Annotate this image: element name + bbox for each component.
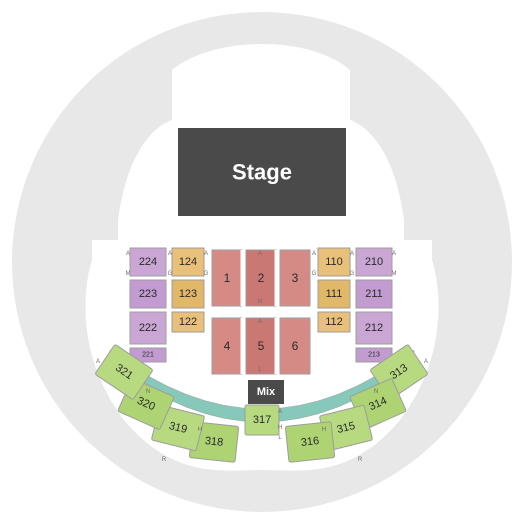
section-5[interactable]: 5	[246, 318, 276, 374]
section-123[interactable]: 123	[172, 280, 204, 308]
section-210[interactable]: 210	[356, 248, 392, 276]
section-317[interactable]: 317	[245, 405, 279, 435]
section-3[interactable]: 3	[280, 250, 310, 306]
section-316[interactable]: 316	[285, 422, 335, 463]
section-112[interactable]: 112	[318, 312, 350, 332]
section-224[interactable]: 224	[130, 248, 166, 276]
section-223[interactable]: 223	[130, 280, 166, 308]
section-222[interactable]: 222	[130, 312, 166, 344]
section-211[interactable]: 211	[356, 280, 392, 308]
section-1[interactable]: 1	[212, 250, 242, 306]
section-212[interactable]: 212	[356, 312, 392, 344]
mix-booth	[248, 380, 284, 404]
section-4[interactable]: 4	[212, 318, 242, 374]
aisle-h	[208, 308, 314, 316]
section-6[interactable]: 6	[280, 318, 310, 374]
seating-svg: Stage12345611011111212412312221021121221…	[0, 0, 525, 525]
stage	[178, 128, 346, 216]
section-111[interactable]: 111	[318, 280, 350, 308]
section-122[interactable]: 122	[172, 312, 204, 332]
section-110[interactable]: 110	[318, 248, 350, 276]
seating-chart: Stage12345611011111212412312221021121221…	[0, 0, 525, 525]
section-124[interactable]: 124	[172, 248, 204, 276]
